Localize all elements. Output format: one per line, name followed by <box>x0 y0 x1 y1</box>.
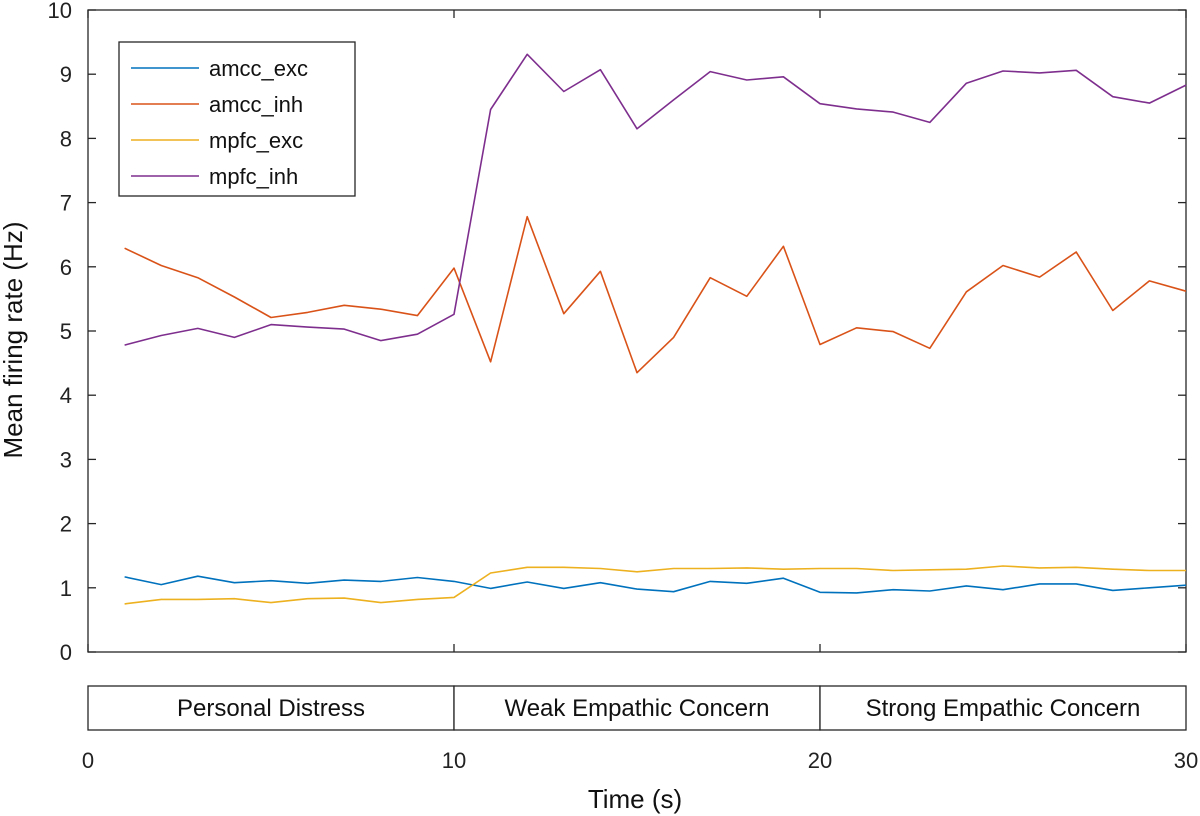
series-line-amcc-exc <box>124 575 1187 594</box>
x-tick-label: 10 <box>442 748 466 773</box>
legend-label-mpfc-inh: mpfc_inh <box>209 164 298 189</box>
y-tick-label: 6 <box>60 255 72 280</box>
series-line-mpfc-exc <box>124 565 1186 605</box>
y-tick-label: 0 <box>60 640 72 665</box>
y-tick-label: 3 <box>60 447 72 472</box>
legend-label-amcc-exc: amcc_exc <box>209 56 308 81</box>
y-tick-label: 1 <box>60 576 72 601</box>
x-tick-label: 20 <box>808 748 832 773</box>
phase-label: Personal Distress <box>177 695 365 722</box>
phase-label: Strong Empathic Concern <box>866 695 1141 722</box>
legend: amcc_exc amcc_inh mpfc_exc mpfc_inh <box>118 41 356 197</box>
x-tick-label: 30 <box>1174 748 1198 773</box>
phase-bar: Personal Distress Weak Empathic Concern St… <box>87 685 1187 731</box>
series-line-mpfc-inh <box>124 53 1187 346</box>
y-tick-label: 5 <box>60 319 72 344</box>
phase-label: Weak Empathic Concern <box>504 695 769 722</box>
plot-series <box>124 53 1187 605</box>
x-axis-label: Time (s) <box>588 784 682 814</box>
y-axis-label: Mean firing rate (Hz) <box>0 222 28 459</box>
y-tick-label: 7 <box>60 191 72 216</box>
x-tick-label: 0 <box>82 748 94 773</box>
phase-segment <box>819 685 1187 731</box>
series-line-amcc-inh <box>124 215 1187 374</box>
legend-label-amcc-inh: amcc_inh <box>209 92 303 117</box>
y-tick-label: 10 <box>48 0 72 23</box>
y-tick-label: 4 <box>60 383 72 408</box>
phase-segment <box>87 685 455 731</box>
legend-label-mpfc-exc: mpfc_exc <box>209 128 303 153</box>
phase-segment <box>453 685 821 731</box>
axes: 0 1 2 3 4 5 6 7 8 9 10 0 10 20 30 <box>48 0 1199 773</box>
y-tick-label: 9 <box>60 62 72 87</box>
y-tick-label: 8 <box>60 126 72 151</box>
y-tick-label: 2 <box>60 512 72 537</box>
